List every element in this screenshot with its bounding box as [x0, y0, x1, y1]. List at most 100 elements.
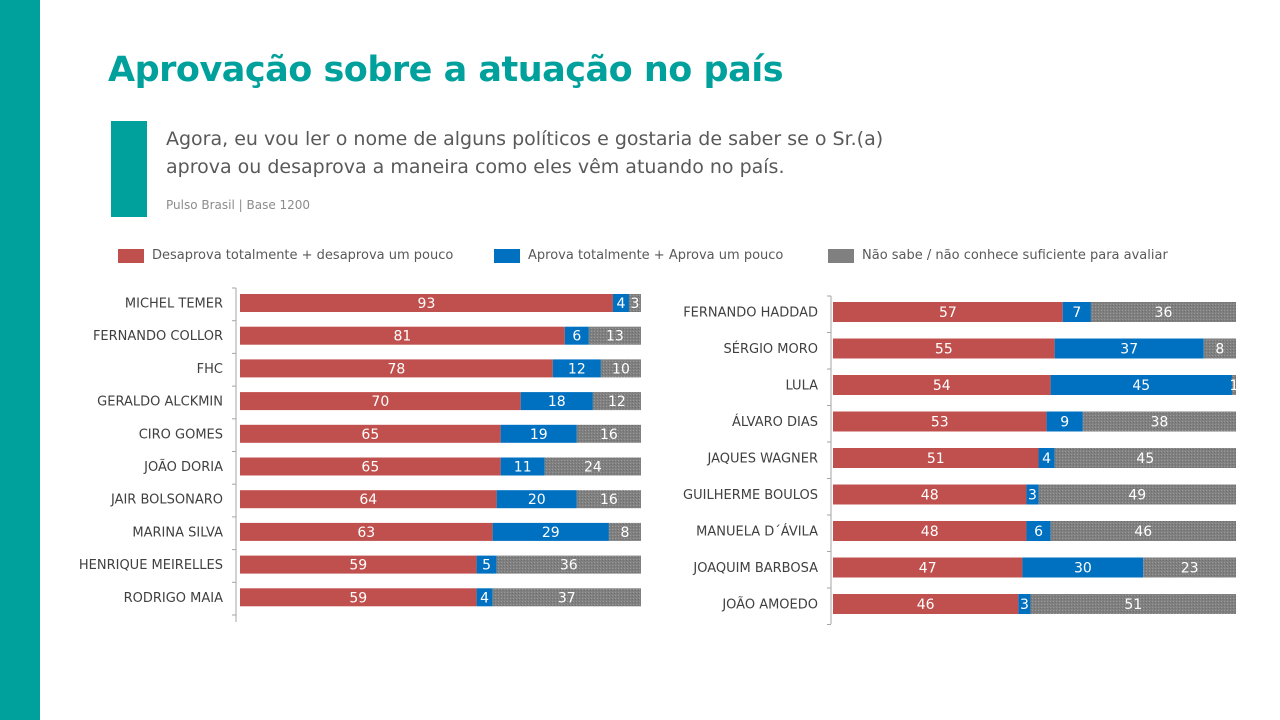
bar-dontknow	[1231, 375, 1236, 395]
category-label: LULA	[785, 379, 818, 394]
bar-dontknow	[576, 490, 641, 509]
category-label: MANUELA D´ÁVILA	[696, 524, 818, 540]
category-label: GERALDO ALCKMIN	[97, 395, 223, 410]
legend-item-disapprove: Desaprova totalmente + desaprova um pouc…	[118, 248, 453, 263]
page-title: Aprovação sobre a atuação no país	[108, 50, 784, 90]
question-text: Agora, eu vou ler o nome de alguns polít…	[166, 128, 884, 178]
bar-dontknow	[1030, 594, 1236, 614]
legend-swatch-dontknow	[828, 248, 854, 263]
category-label: RODRIGO MAIA	[124, 591, 224, 606]
data-label-dontknow: 38	[1151, 415, 1169, 431]
bar-approve	[1026, 484, 1039, 505]
data-label-disapprove: 65	[361, 427, 379, 443]
bar-dontknow	[588, 326, 641, 345]
data-label-dontknow: 10	[612, 361, 630, 377]
legend-swatch-approve	[494, 248, 520, 263]
bar-dontknow	[576, 424, 641, 443]
data-label-disapprove: 64	[359, 492, 377, 508]
chart-legend: Desaprova totalmente + desaprova um pouc…	[0, 248, 1280, 266]
bar-disapprove	[240, 490, 497, 509]
data-label-approve: 3	[1020, 597, 1029, 613]
category-label: JOAQUIM BARBOSA	[692, 561, 818, 576]
bar-dontknow	[1054, 448, 1236, 468]
data-label-disapprove: 47	[919, 561, 937, 577]
data-label-dontknow: 36	[1155, 305, 1173, 321]
category-label: JOÃO DORIA	[143, 459, 223, 475]
data-label-approve: 12	[568, 361, 586, 377]
category-label: JAIR BOLSONARO	[110, 493, 223, 508]
bar-dontknow	[592, 392, 641, 411]
data-label-dontknow: 45	[1136, 451, 1154, 467]
bar-dontknow	[1050, 521, 1236, 541]
bar-dontknow	[1143, 557, 1236, 578]
bar-disapprove	[833, 302, 1063, 322]
bar-dontknow	[1082, 411, 1236, 432]
bar-approve	[1050, 375, 1232, 395]
bar-dontknow	[608, 522, 641, 541]
data-label-approve: 4	[616, 296, 625, 312]
bar-disapprove	[240, 588, 477, 607]
data-label-disapprove: 48	[921, 524, 939, 540]
bar-disapprove	[833, 375, 1051, 395]
data-label-disapprove: 46	[917, 597, 935, 613]
data-label-dontknow: 13	[606, 329, 624, 345]
legend-label-approve: Aprova totalmente + Aprova um pouco	[528, 248, 784, 263]
bar-disapprove	[833, 338, 1055, 359]
bar-disapprove	[240, 392, 521, 411]
bar-approve	[476, 588, 493, 607]
data-label-disapprove: 51	[927, 451, 945, 467]
data-label-disapprove: 54	[933, 378, 951, 394]
bar-approve	[500, 457, 545, 476]
bar-approve	[1062, 302, 1091, 322]
category-label: SÉRGIO MORO	[724, 341, 819, 357]
data-label-disapprove: 57	[939, 305, 957, 321]
data-label-disapprove: 70	[371, 394, 389, 410]
data-label-dontknow: 8	[620, 525, 629, 541]
category-label: FERNANDO HADDAD	[683, 306, 818, 321]
quote-accent-block	[111, 121, 147, 217]
data-label-disapprove: 59	[349, 590, 367, 606]
bar-approve	[1022, 557, 1144, 578]
category-label: GUILHERME BOULOS	[683, 488, 818, 503]
bar-approve	[1054, 338, 1204, 359]
bar-disapprove	[833, 594, 1019, 614]
bar-dontknow	[544, 457, 641, 476]
data-label-disapprove: 81	[393, 329, 411, 345]
bar-approve	[564, 326, 589, 345]
data-label-dontknow: 12	[608, 394, 626, 410]
data-label-approve: 18	[548, 394, 566, 410]
bar-disapprove	[833, 484, 1027, 505]
category-label: CIRO GOMES	[139, 427, 223, 442]
bar-dontknow	[628, 294, 641, 312]
bar-disapprove	[833, 448, 1039, 468]
data-label-disapprove: 59	[349, 558, 367, 574]
category-label: MARINA SILVA	[132, 525, 223, 540]
data-label-approve: 6	[572, 329, 581, 345]
bar-disapprove	[240, 522, 493, 541]
bar-dontknow	[492, 588, 641, 607]
bar-approve	[520, 392, 593, 411]
data-label-approve: 9	[1060, 415, 1069, 431]
data-label-dontknow: 24	[584, 460, 602, 476]
category-label: JOÃO AMOEDO	[721, 597, 818, 613]
data-label-disapprove: 53	[931, 415, 949, 431]
bar-dontknow	[1038, 484, 1236, 505]
data-label-approve: 5	[482, 558, 491, 574]
bar-approve	[552, 359, 601, 378]
bar-dontknow	[600, 359, 641, 378]
bar-disapprove	[240, 555, 477, 574]
data-label-approve: 29	[542, 525, 560, 541]
bar-dontknow	[1090, 302, 1236, 322]
bar-approve	[496, 490, 577, 509]
legend-label-dontknow: Não sabe / não conhece suficiente para a…	[862, 248, 1168, 263]
data-label-disapprove: 63	[357, 525, 375, 541]
data-label-dontknow: 16	[600, 427, 618, 443]
bar-dontknow	[1203, 338, 1236, 359]
data-label-dontknow: 46	[1134, 524, 1152, 540]
data-label-dontknow: 16	[600, 492, 618, 508]
bar-disapprove	[240, 326, 565, 345]
data-label-approve: 20	[528, 492, 546, 508]
data-label-disapprove: 93	[418, 296, 436, 312]
category-label: JAQUES WAGNER	[707, 452, 818, 467]
